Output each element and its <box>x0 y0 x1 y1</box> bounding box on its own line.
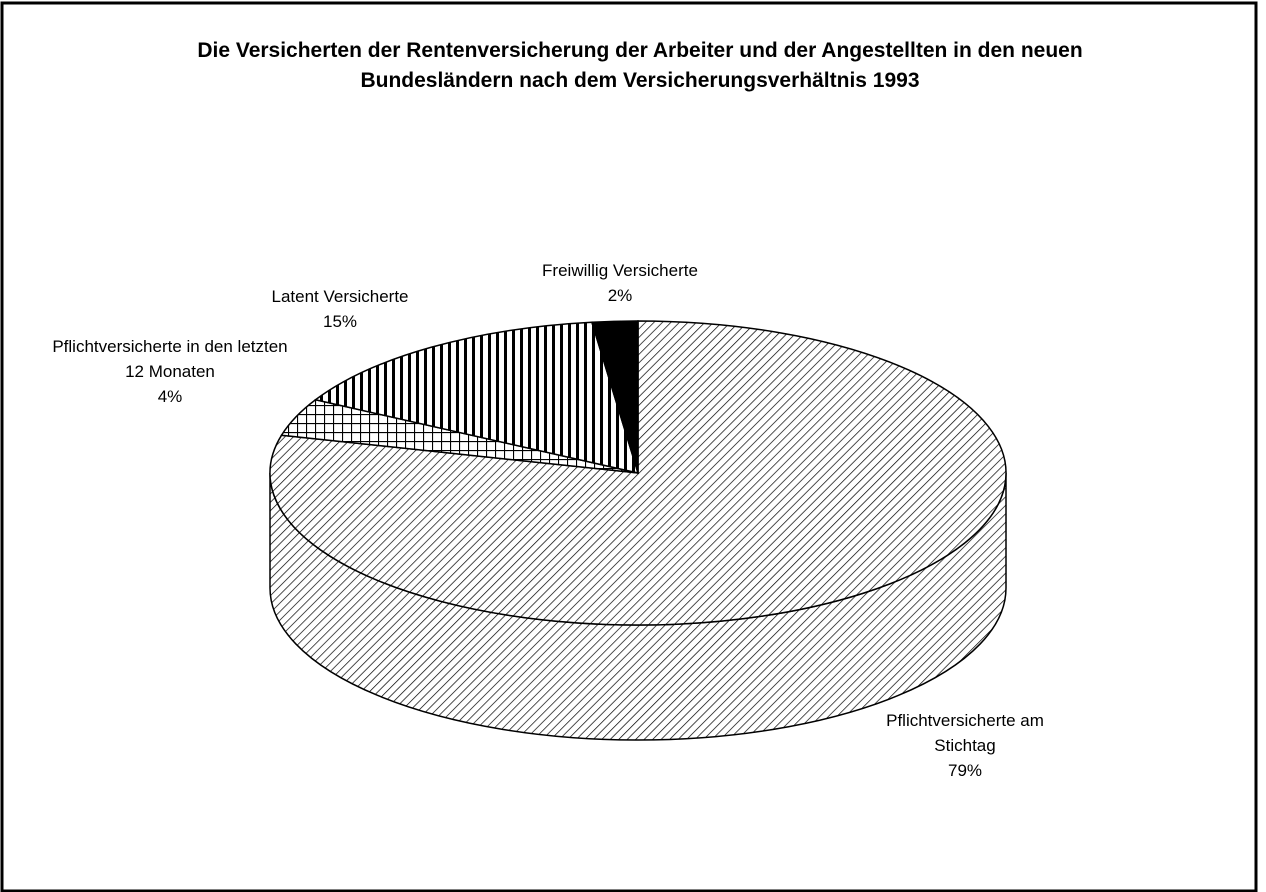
value-label: 79% <box>947 761 983 780</box>
category-label: Latent Versicherte <box>271 287 409 306</box>
data-label: Pflichtversicherte in den letzten 12 Mon… <box>50 334 290 409</box>
value-label: 4% <box>157 387 183 406</box>
category-label: Pflichtversicherte in den letzten 12 Mon… <box>52 337 288 381</box>
slice <box>313 321 640 475</box>
label-box: Latent Versicherte 15% <box>235 284 445 334</box>
value-label: 15% <box>322 312 358 331</box>
slice <box>269 320 1007 741</box>
slice-top <box>269 320 1007 626</box>
slice <box>590 320 639 474</box>
label-box: Freiwillig Versicherte 2% <box>500 258 740 308</box>
slice-top <box>590 320 639 474</box>
title-box: Die Versicherten der Rentenversicherung … <box>197 39 1083 92</box>
data-label: Latent Versicherte 15% <box>235 284 445 334</box>
chart-title: Die Versicherten der Rentenversicherung … <box>197 39 1083 92</box>
data-label: Pflichtversicherte am Stichtag 79% <box>860 708 1070 783</box>
data-label: Freiwillig Versicherte 2% <box>500 258 740 308</box>
label-box: Pflichtversicherte in den letzten 12 Mon… <box>50 334 290 409</box>
category-label: Freiwillig Versicherte <box>542 261 698 280</box>
label-box: Pflichtversicherte am Stichtag 79% <box>860 708 1070 783</box>
slice-top <box>313 321 640 475</box>
value-label: 2% <box>607 286 633 305</box>
category-label: Pflichtversicherte am Stichtag <box>886 711 1044 755</box>
